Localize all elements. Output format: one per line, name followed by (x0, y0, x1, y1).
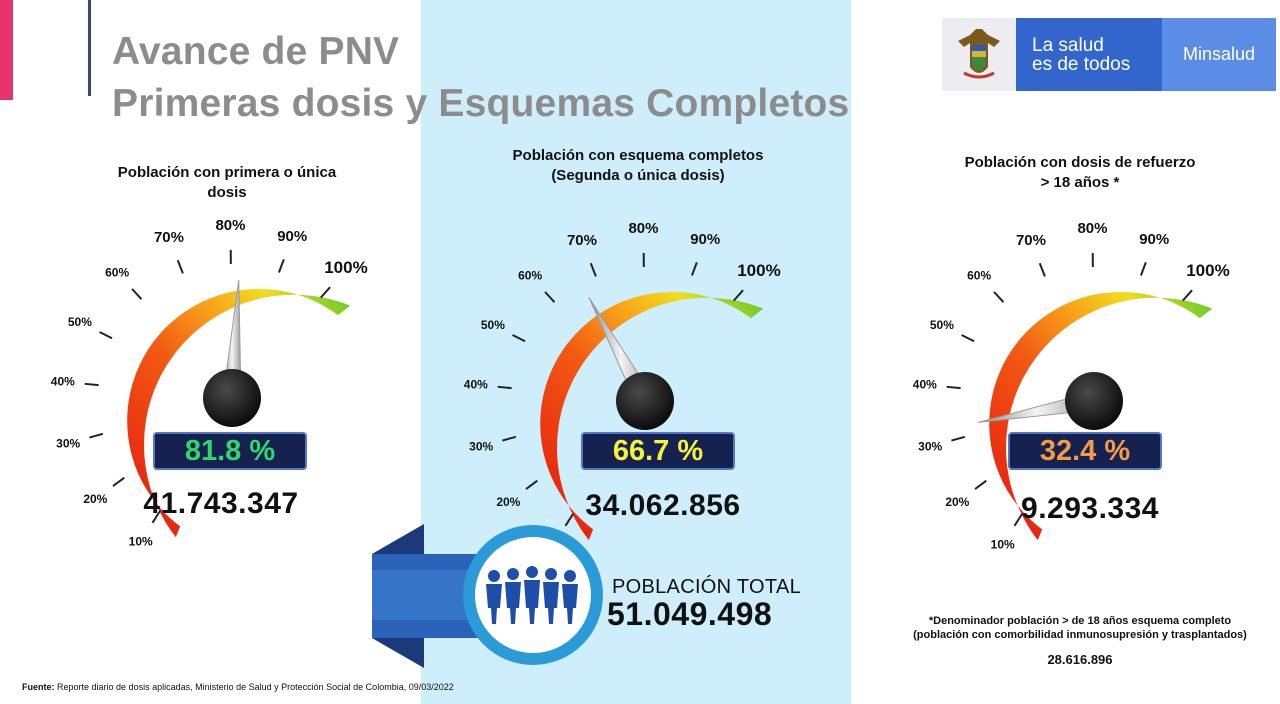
gauge-1-scale-label: 70% (154, 229, 184, 246)
gauge-2-scale-label: 60% (518, 269, 542, 283)
gauge-2-tick (525, 479, 538, 490)
gauge-1-scale-label: 10% (129, 534, 153, 548)
gauge-2-tick (690, 262, 698, 276)
gauge-3-scale-label: 60% (967, 269, 991, 283)
gauge-1-scale-label: 80% (215, 217, 245, 234)
gauge-3-percent-box: 32.4 % (1008, 432, 1162, 470)
gauge-1-scale-label: 40% (51, 375, 75, 389)
gauge-1-scale-label: 50% (68, 315, 92, 329)
slogan-line-1: La salud (1032, 35, 1104, 56)
gauge-3-tick (974, 479, 987, 490)
gauge-1-percent: 81.8 % (184, 434, 276, 467)
slogan-line-2: es de todos (1032, 54, 1131, 75)
gauge-2-tick (564, 513, 574, 527)
gauge-2-scale-label: 30% (469, 439, 493, 453)
coat-of-arms-icon (942, 18, 1016, 91)
gauge-3-tick (1038, 262, 1046, 277)
population-people-icon (372, 524, 603, 668)
gauge-1-needle-hub (203, 369, 261, 427)
gauge-2-scale-label: 50% (481, 318, 505, 332)
gauge-1-tick (277, 259, 285, 273)
minsalud-logo: La salud es de todos Minsalud (942, 18, 1276, 91)
gauge-1-tick (131, 288, 143, 300)
gauge-1-tick (99, 331, 113, 340)
gauge-3-title: Población con dosis de refuerzo > 18 año… (930, 153, 1230, 193)
population-total-label: POBLACIÓN TOTAL (612, 576, 802, 598)
gauge-3-needle-hub (1065, 372, 1123, 430)
gauge-3-tick (946, 385, 961, 390)
gauge-3-tick (1182, 289, 1193, 302)
gauge-2-tick (733, 289, 744, 302)
gauge-3-tick (961, 334, 975, 343)
gauge-2-count: 34.062.856 (585, 489, 741, 522)
gauge-3-scale-label: 50% (930, 318, 954, 332)
gauge-1-tick (89, 432, 104, 439)
footnote-text: *Denominador población > de 18 años esqu… (913, 615, 1247, 641)
gauge-1-scale-label: 30% (56, 436, 80, 450)
population-total-value: 51.049.498 (607, 596, 773, 632)
gauge-3-tick (1139, 262, 1147, 276)
logo-slogan: La salud es de todos (1016, 18, 1162, 91)
gauge-2-scale-label: 80% (628, 220, 658, 237)
gauge-1-scale-label: 60% (105, 266, 129, 280)
ministry-label: Minsalud (1162, 18, 1276, 91)
source-citation: Fuente: Reporte diario de dosis aplicada… (22, 682, 454, 692)
page-title: Avance de PNV (112, 30, 400, 73)
gauge-2-percent: 66.7 % (612, 434, 704, 467)
gauge-2-scale-label: 40% (464, 378, 488, 392)
gauge-2-scale-label: 90% (690, 231, 720, 248)
gauge-3-title-line-1: Población con dosis de refuerzo (964, 154, 1196, 171)
source-text: Reporte diario de dosis aplicadas, Minis… (57, 682, 454, 692)
gauge-2-scale-label: 20% (496, 495, 520, 509)
gauge-3-tick (993, 291, 1005, 303)
gauge-2-title: Población con esquema completos (Segunda… (488, 146, 788, 186)
gauge-1-scale-label: 100% (324, 258, 367, 277)
title-divider (88, 0, 91, 96)
gauge-2-tick (512, 334, 526, 343)
gauge-2-tick (502, 435, 517, 442)
gauge-2-scale-label: 70% (567, 232, 597, 249)
gauge-3-scale-label: 70% (1016, 232, 1046, 249)
gauge-3-scale-label: 10% (991, 537, 1015, 551)
gauge-1-title-line-2: dosis (207, 184, 247, 201)
gauge-2-title-line-2: (Segunda o única dosis) (551, 167, 725, 184)
gauge-1-percent-box: 81.8 % (153, 432, 307, 470)
gauge-1-tick (320, 286, 331, 299)
gauge-3-scale-label: 40% (913, 378, 937, 392)
gauge-1-tick (112, 476, 125, 487)
page-subtitle: Primeras dosis y Esquemas Completos (112, 82, 850, 125)
gauge-1-tick (84, 382, 99, 387)
pink-accent-bar (0, 0, 13, 100)
gauge-2-needle-hub (616, 372, 674, 430)
gauge-2-tick (497, 385, 512, 390)
gauge-1-scale-label: 20% (83, 492, 107, 506)
gauge-3-scale-label: 20% (945, 495, 969, 509)
gauge-1-tick (176, 259, 184, 274)
gauge-1-title: Población con primera o única dosis (82, 163, 372, 203)
gauge-2-title-line-1: Población con esquema completos (512, 147, 764, 164)
gauge-3-tick (1013, 513, 1023, 527)
gauge-1-count: 41.743.347 (143, 487, 299, 520)
gauge-3-percent: 32.4 % (1039, 434, 1131, 467)
gauge-3-title-line-2: > 18 años * (1040, 174, 1120, 191)
footnote-value: 28.616.896 (1047, 652, 1113, 667)
gauge-3-scale-label: 100% (1186, 261, 1229, 280)
gauge-3-scale-label: 80% (1077, 220, 1107, 237)
source-label: Fuente: (22, 682, 55, 692)
gauge-1-scale-label: 90% (277, 228, 307, 245)
gauge-3-scale-label: 30% (918, 439, 942, 453)
gauge-3-tick (951, 435, 966, 442)
gauge-2-scale-label: 100% (737, 261, 780, 280)
gauge-3-count: 9.293.334 (1021, 492, 1159, 525)
gauge-2-tick (589, 262, 597, 277)
gauge-3-scale-label: 90% (1139, 231, 1169, 248)
gauge-1-title-line-1: Población con primera o única (117, 164, 337, 181)
gauge-2-percent-box: 66.7 % (581, 432, 735, 470)
gauge-2-tick (544, 291, 556, 303)
gauge-1-tick (151, 510, 161, 524)
